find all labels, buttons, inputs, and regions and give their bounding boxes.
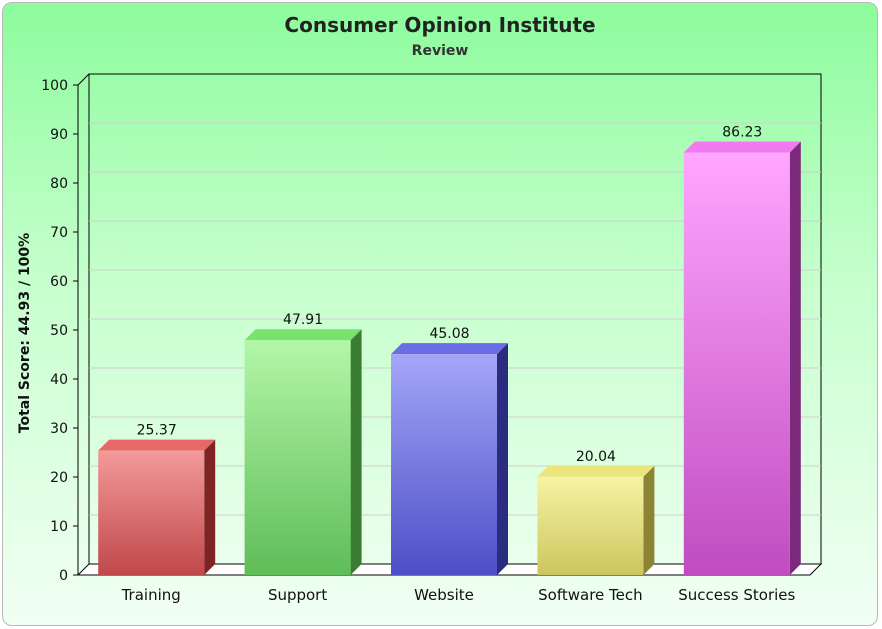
bar-top bbox=[391, 343, 508, 355]
chart-subtitle: Review bbox=[411, 43, 469, 59]
bar-top bbox=[537, 465, 655, 477]
bar-side bbox=[350, 329, 362, 575]
x-tick-label: Software Tech bbox=[538, 586, 643, 604]
x-tick-label: Support bbox=[268, 586, 327, 604]
y-tick-label: 10 bbox=[50, 519, 68, 535]
x-tick-label: Success Stories bbox=[678, 586, 795, 604]
y-tick-label: 50 bbox=[50, 323, 68, 339]
bar bbox=[244, 340, 351, 575]
bar-side bbox=[789, 141, 801, 575]
bar bbox=[391, 354, 497, 575]
data-label: 45.08 bbox=[429, 326, 469, 342]
data-label: 20.04 bbox=[576, 449, 616, 465]
bar bbox=[98, 450, 205, 575]
y-tick-label: 70 bbox=[50, 225, 68, 241]
y-tick-label: 90 bbox=[50, 127, 68, 143]
x-tick-label: Training bbox=[121, 586, 181, 604]
data-label: 86.23 bbox=[722, 124, 762, 140]
y-tick-label: 80 bbox=[50, 176, 68, 192]
y-tick-label: 20 bbox=[50, 470, 68, 486]
data-label: 25.37 bbox=[137, 423, 177, 439]
bar-top bbox=[98, 439, 216, 451]
y-tick-label: 40 bbox=[50, 372, 68, 388]
bar-side bbox=[497, 343, 508, 575]
y-tick-label: 0 bbox=[59, 568, 68, 584]
axis-depth-top bbox=[77, 73, 90, 86]
bar-top bbox=[244, 329, 362, 341]
chart-title: Consumer Opinion Institute bbox=[284, 13, 596, 37]
bar-side bbox=[204, 439, 216, 575]
y-tick-label: 30 bbox=[50, 421, 68, 437]
x-tick-label: Website bbox=[414, 586, 474, 604]
y-tick-label: 60 bbox=[50, 274, 68, 290]
data-label: 47.91 bbox=[283, 312, 323, 328]
bar bbox=[537, 476, 644, 575]
bar-side bbox=[643, 465, 655, 575]
y-tick-label: 100 bbox=[41, 78, 68, 94]
bar-top bbox=[683, 141, 801, 153]
bar bbox=[683, 152, 790, 575]
